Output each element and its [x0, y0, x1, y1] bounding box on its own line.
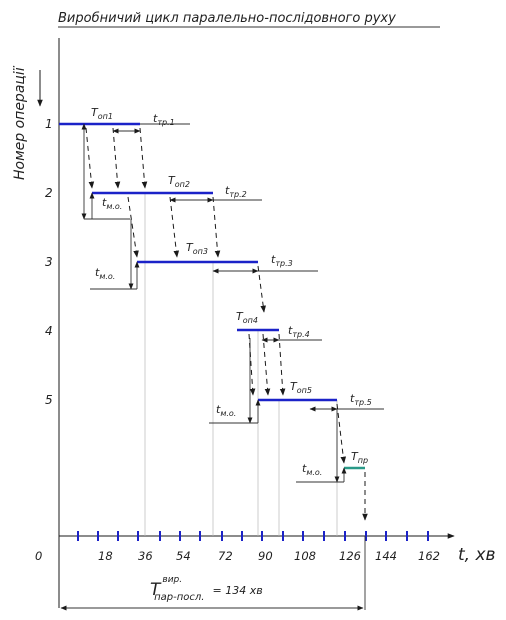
- diagram-title: Виробничий цикл паралельно-послідовного …: [58, 11, 396, 26]
- transfer-arrow: [169, 196, 180, 258]
- operation-label-1: Tоп1: [91, 106, 113, 121]
- x-tick-label: 162: [418, 549, 440, 563]
- transport-label-1: tтр.1: [153, 112, 175, 127]
- operation-label-3: Tоп3: [186, 241, 208, 256]
- x-tick-label: 54: [176, 549, 191, 563]
- x-axis-label: t, хв: [458, 545, 496, 565]
- x-tick-label: 72: [218, 549, 233, 563]
- transport-label-3: tтр.3: [271, 253, 293, 268]
- transfer-arrow: [127, 196, 139, 258]
- x-tick-label: 144: [375, 549, 397, 563]
- transport-label-4: tтр.4: [288, 324, 310, 339]
- operation-label-2: Tоп2: [168, 174, 190, 189]
- operation-number-3: 3: [45, 255, 53, 269]
- transfer-arrow: [336, 403, 347, 464]
- x-tick-label: 108: [294, 549, 316, 563]
- transfer-arrow: [257, 265, 266, 313]
- interoperation-label-1: tм.о.: [102, 196, 122, 211]
- x-origin-label: 0: [35, 549, 42, 563]
- interoperation-label-2: tм.о.: [95, 266, 115, 281]
- y-axis-label: Номер операції: [12, 65, 28, 180]
- operation-number-4: 4: [45, 324, 53, 338]
- x-tick-label: 36: [138, 549, 153, 563]
- natural-process-label: Tпр: [351, 450, 368, 465]
- transfer-arrow: [278, 333, 286, 396]
- operation-number-5: 5: [45, 393, 53, 407]
- x-tick-label: 90: [258, 549, 273, 563]
- transfer-arrow: [248, 333, 256, 396]
- transfer-arrow: [112, 127, 121, 189]
- operation-number-1: 1: [45, 117, 53, 131]
- transfer-arrow: [139, 127, 148, 189]
- operation-number-2: 2: [45, 186, 53, 200]
- interoperation-label-3: tм.о.: [216, 403, 236, 418]
- transfer-arrow: [85, 127, 95, 189]
- transfer-arrow: [212, 196, 221, 258]
- x-tick-label: 126: [339, 549, 361, 563]
- x-tick-label: 18: [98, 549, 113, 563]
- transfer-arrow: [262, 333, 271, 396]
- operation-label-4: Tоп4: [236, 310, 258, 325]
- transport-label-2: tтр.2: [225, 184, 247, 199]
- interoperation-label-4: tм.о.: [302, 462, 322, 477]
- transport-label-5: tтр.5: [350, 392, 372, 407]
- operation-label-5: Tоп5: [290, 380, 312, 395]
